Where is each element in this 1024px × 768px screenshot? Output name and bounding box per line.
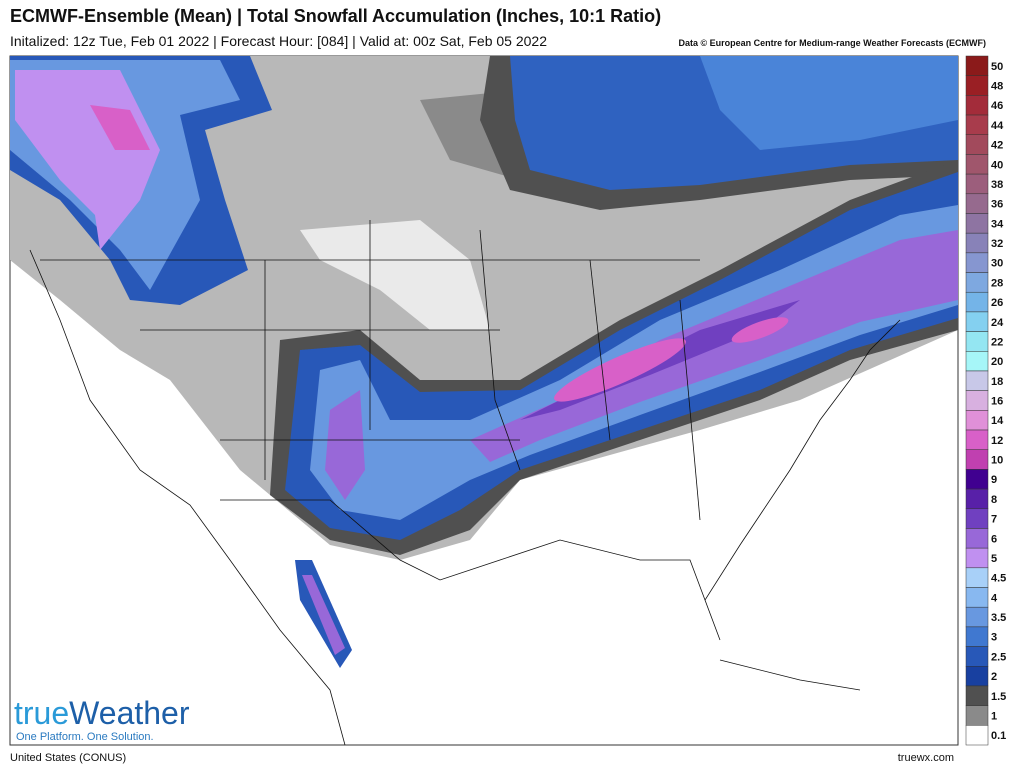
legend-swatch <box>965 705 989 726</box>
legend-label: 30 <box>991 258 1003 270</box>
legend-label: 48 <box>991 81 1003 93</box>
legend-label: 5 <box>991 553 997 565</box>
legend-label: 44 <box>991 120 1004 132</box>
legend-label: 36 <box>991 199 1003 211</box>
legend-label: 2.5 <box>991 651 1006 663</box>
legend-swatch <box>965 488 989 510</box>
legend-swatch <box>965 331 989 352</box>
legend-swatch <box>965 528 989 549</box>
legend-label: 9 <box>991 474 997 486</box>
footer-site: truewx.com <box>897 752 954 764</box>
legend-label: 16 <box>991 396 1003 408</box>
legend-swatch <box>965 193 989 214</box>
legend-swatch <box>965 95 989 116</box>
legend-swatch <box>965 587 989 608</box>
logo-true: true <box>14 695 70 731</box>
legend-label: 32 <box>991 238 1003 250</box>
credit: Data © European Centre for Medium-range … <box>678 38 986 48</box>
legend-label: 0.1 <box>991 730 1006 742</box>
legend-label: 50 <box>991 61 1003 73</box>
legend-swatch <box>965 567 989 588</box>
legend-label: 20 <box>991 356 1003 368</box>
legend-swatch <box>965 75 989 96</box>
legend-label: 14 <box>991 415 1004 427</box>
legend-swatch <box>965 725 989 746</box>
legend-label: 40 <box>991 159 1003 171</box>
legend-swatch <box>965 508 989 529</box>
legend-swatch <box>965 410 989 431</box>
legend-swatch <box>965 134 989 155</box>
legend-label: 4.5 <box>991 573 1006 585</box>
legend: 5048464442403836343230282624222018161412… <box>965 55 1006 746</box>
legend-label: 18 <box>991 376 1003 388</box>
legend-label: 6 <box>991 533 997 545</box>
legend-swatch <box>965 114 989 135</box>
legend-swatch <box>965 666 989 687</box>
legend-label: 1.5 <box>991 691 1006 703</box>
legend-label: 7 <box>991 514 997 526</box>
legend-swatch <box>965 311 989 332</box>
legend-label: 24 <box>991 317 1004 329</box>
logo: trueWeather <box>14 695 190 732</box>
snow-fields <box>10 56 958 668</box>
logo-weather: Weather <box>69 695 190 731</box>
legend-swatch <box>965 469 989 490</box>
legend-swatch <box>965 173 989 195</box>
legend-swatch <box>965 351 989 372</box>
legend-swatch <box>965 213 989 234</box>
footer-region: United States (CONUS) <box>10 752 127 764</box>
legend-label: 28 <box>991 277 1003 289</box>
legend-label: 46 <box>991 100 1003 112</box>
legend-swatch <box>965 606 989 628</box>
legend-swatch <box>965 272 989 293</box>
legend-swatch <box>965 429 989 450</box>
legend-swatch <box>965 291 989 313</box>
legend-label: 3 <box>991 632 997 644</box>
legend-label: 3.5 <box>991 612 1006 624</box>
legend-swatch <box>965 232 989 254</box>
legend-swatch <box>965 390 989 411</box>
legend-label: 42 <box>991 140 1003 152</box>
subtitle: Initalized: 12z Tue, Feb 01 2022 | Forec… <box>10 33 548 49</box>
legend-swatch <box>965 449 989 470</box>
legend-swatch <box>965 626 989 647</box>
legend-label: 12 <box>991 435 1003 447</box>
legend-label: 4 <box>991 592 998 604</box>
legend-swatch <box>965 55 989 76</box>
legend-label: 10 <box>991 455 1003 467</box>
legend-swatch <box>965 252 989 273</box>
legend-label: 34 <box>991 218 1004 230</box>
legend-swatch <box>965 547 989 569</box>
legend-swatch <box>965 685 989 706</box>
tagline: One Platform. One Solution. <box>16 731 154 743</box>
legend-label: 1 <box>991 710 997 722</box>
boundaries <box>29 220 901 746</box>
legend-swatch <box>965 370 989 391</box>
legend-label: 8 <box>991 494 997 506</box>
legend-swatch <box>965 646 989 667</box>
legend-swatch <box>965 154 989 175</box>
title: ECMWF-Ensemble (Mean) | Total Snowfall A… <box>10 6 662 26</box>
legend-label: 38 <box>991 179 1003 191</box>
legend-label: 22 <box>991 336 1003 348</box>
legend-label: 2 <box>991 671 997 683</box>
legend-label: 26 <box>991 297 1003 309</box>
